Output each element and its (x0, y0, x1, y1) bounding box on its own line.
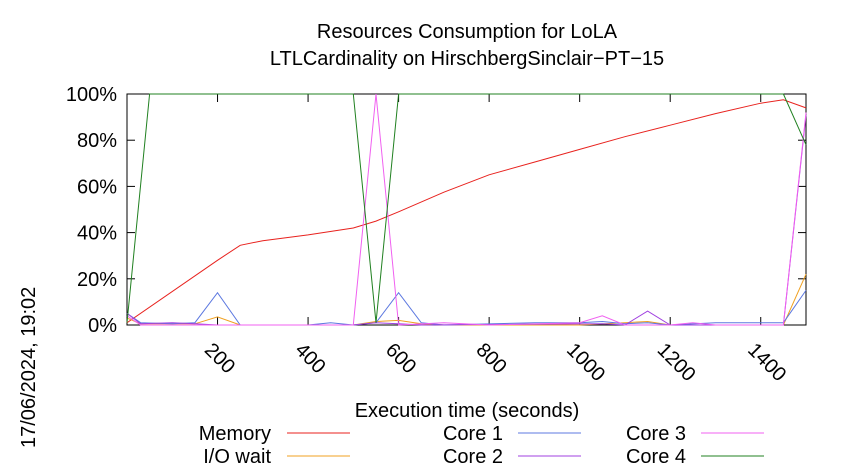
chart-subtitle: LTLCardinality on HirschbergSinclair−PT−… (270, 48, 664, 70)
x-tick-label: 1200 (653, 339, 700, 386)
series-line-core-2 (126, 114, 807, 326)
series-lines (126, 93, 807, 326)
legend-label-core-3: Core 3 (626, 423, 686, 445)
y-tick-label: 40% (77, 223, 117, 245)
x-tick-label: 200 (200, 339, 239, 378)
y-tick-label: 80% (77, 130, 117, 152)
legend-label-memory: Memory (199, 423, 271, 445)
plot-frame (126, 93, 807, 326)
x-tick-label: 600 (381, 339, 420, 378)
x-axis: 200 400 600 800 1000 1200 1400 (200, 94, 790, 386)
x-axis-label: Execution time (seconds) (355, 400, 580, 422)
legend-label-core-2: Core 2 (443, 446, 503, 468)
y-tick-label: 60% (77, 176, 117, 198)
x-tick-label: 400 (291, 339, 330, 378)
series-line-core-4 (126, 93, 807, 323)
x-tick-label: 1000 (562, 339, 609, 386)
y-tick-label: 0% (88, 315, 117, 337)
y-tick-label: 100% (66, 84, 117, 106)
series-line-memory (126, 99, 807, 324)
plot-area: 0% 20% 40% 60% 80% 100% 200 400 600 800 1000 1200 1… (66, 84, 807, 386)
y-tick-label: 20% (77, 269, 117, 291)
chart-title: Resources Consumption for LoLA (317, 21, 618, 43)
legend-label-core-4: Core 4 (626, 446, 686, 468)
series-line-core-1 (126, 290, 807, 326)
series-line-core-3 (126, 93, 807, 326)
x-tick-label: 1400 (743, 339, 790, 386)
x-tick-label: 800 (472, 339, 511, 378)
legend-label-i-o-wait: I/O wait (203, 446, 271, 468)
timestamp-label: 17/06/2024, 19:02 (18, 287, 40, 448)
legend-label-core-1: Core 1 (443, 423, 503, 445)
series-line-i-o-wait (126, 273, 807, 326)
y-axis: 0% 20% 40% 60% 80% 100% (66, 84, 806, 337)
